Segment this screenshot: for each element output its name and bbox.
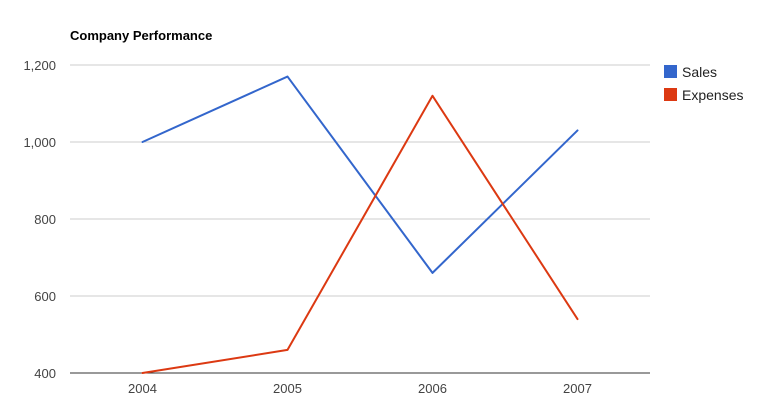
y-tick-label: 400 xyxy=(34,366,56,381)
chart-title: Company Performance xyxy=(70,28,212,43)
data-point[interactable] xyxy=(430,93,436,99)
x-tick-label: 2005 xyxy=(273,381,302,396)
data-point[interactable] xyxy=(140,139,146,145)
legend-swatch xyxy=(664,88,677,101)
x-tick-label: 2006 xyxy=(418,381,447,396)
series-sales xyxy=(140,74,581,276)
series-line-expenses[interactable] xyxy=(141,94,579,374)
gridlines xyxy=(70,64,650,297)
legend-swatch xyxy=(664,65,677,78)
legend-label: Expenses xyxy=(682,87,743,103)
y-axis-tick-labels: 400 600 800 1,000 1,200 xyxy=(23,58,56,381)
data-point[interactable] xyxy=(575,316,581,322)
series-expenses xyxy=(140,93,581,376)
x-axis-tick-labels: 2004 2005 2006 2007 xyxy=(128,381,592,396)
y-tick-label: 1,000 xyxy=(23,135,56,150)
data-point[interactable] xyxy=(575,127,581,133)
y-tick-label: 600 xyxy=(34,289,56,304)
legend-label: Sales xyxy=(682,64,717,80)
data-point[interactable] xyxy=(285,74,291,80)
x-tick-label: 2007 xyxy=(563,381,592,396)
y-tick-label: 1,200 xyxy=(23,58,56,73)
data-point[interactable] xyxy=(430,270,436,276)
legend: Sales Expenses xyxy=(664,64,743,103)
legend-item-expenses[interactable]: Expenses xyxy=(664,87,743,103)
series xyxy=(140,74,581,376)
legend-item-sales[interactable]: Sales xyxy=(664,64,717,80)
x-tick-label: 2004 xyxy=(128,381,157,396)
data-point[interactable] xyxy=(285,347,291,353)
data-point[interactable] xyxy=(140,370,146,376)
series-line-sales[interactable] xyxy=(141,75,579,274)
y-tick-label: 800 xyxy=(34,212,56,227)
